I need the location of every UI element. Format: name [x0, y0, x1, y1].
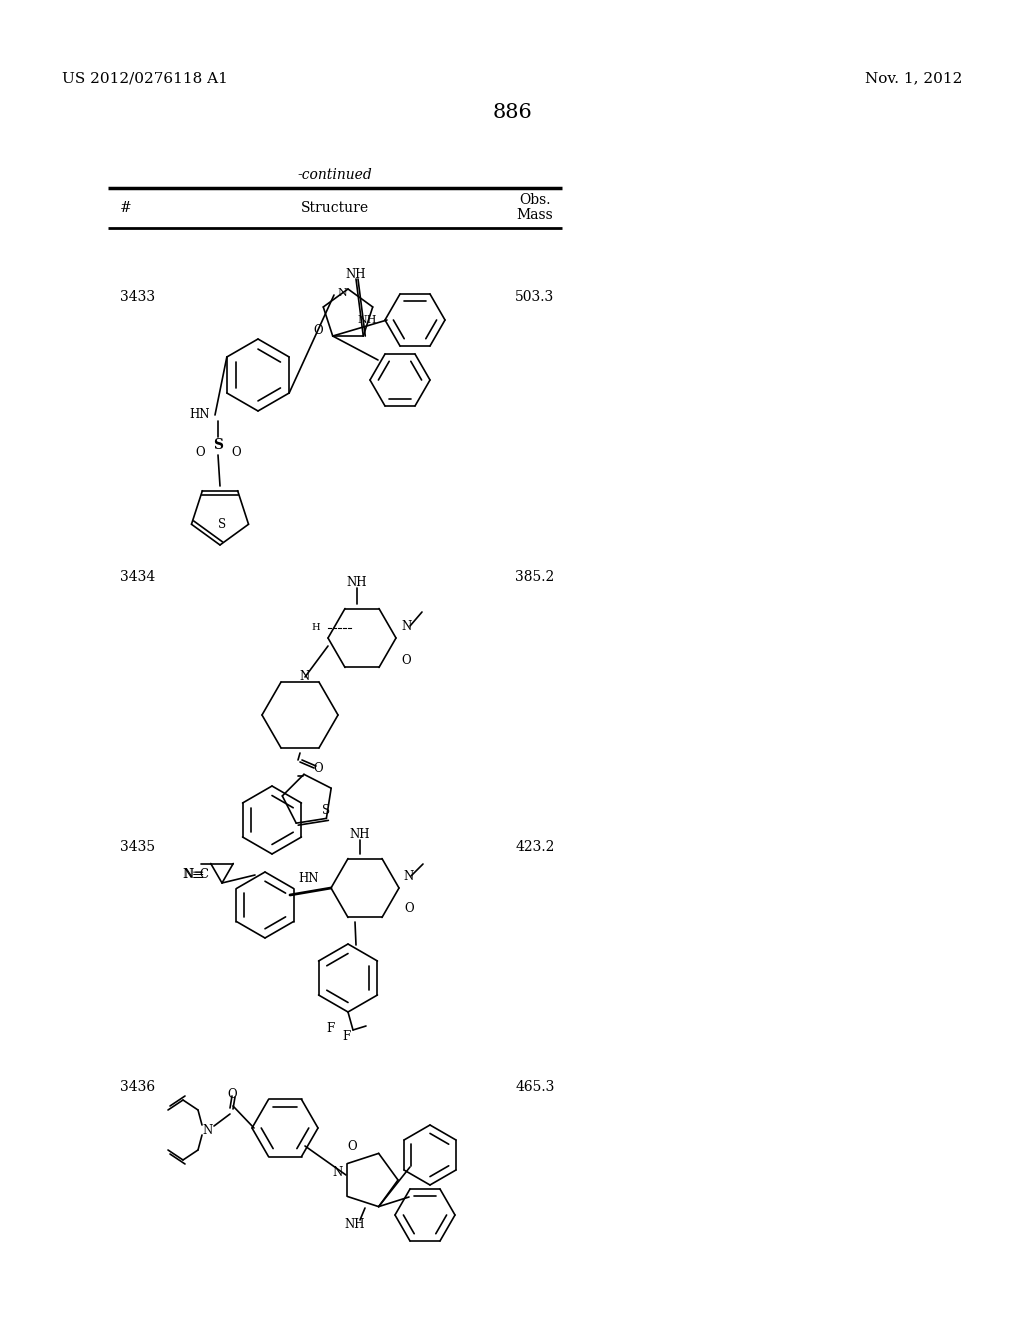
Text: O: O	[231, 446, 241, 459]
Text: N: N	[300, 671, 310, 684]
Text: 3434: 3434	[120, 570, 156, 583]
Text: 3433: 3433	[120, 290, 155, 304]
Text: 465.3: 465.3	[515, 1080, 555, 1094]
Text: O: O	[196, 446, 205, 459]
Text: 886: 886	[493, 103, 531, 121]
Text: 385.2: 385.2	[515, 570, 555, 583]
Text: HN: HN	[299, 871, 319, 884]
Text: S: S	[322, 804, 330, 817]
Text: 3436: 3436	[120, 1080, 155, 1094]
Text: HN: HN	[189, 408, 210, 421]
Text: F: F	[326, 1022, 334, 1035]
Text: O: O	[404, 902, 414, 915]
Text: -continued: -continued	[298, 168, 373, 182]
Text: O: O	[313, 325, 323, 338]
Text: 3435: 3435	[120, 840, 155, 854]
Text: ≡: ≡	[191, 869, 203, 882]
Text: S: S	[213, 438, 223, 451]
Text: O: O	[401, 653, 411, 667]
Text: 423.2: 423.2	[515, 840, 555, 854]
Text: Mass: Mass	[517, 209, 553, 222]
Text: N: N	[401, 619, 412, 632]
Text: S: S	[218, 519, 226, 532]
Text: N: N	[333, 1166, 343, 1179]
Text: N: N	[184, 869, 195, 882]
Text: N: N	[203, 1123, 213, 1137]
Text: N: N	[337, 288, 347, 298]
Text: Structure: Structure	[301, 201, 369, 215]
Text: #: #	[120, 201, 132, 215]
Text: H: H	[311, 623, 321, 632]
Text: NH: NH	[357, 315, 377, 325]
Text: O: O	[313, 762, 323, 775]
Text: NH: NH	[350, 828, 371, 841]
Text: O: O	[347, 1139, 356, 1152]
Text: O: O	[227, 1088, 237, 1101]
Text: US 2012/0276118 A1: US 2012/0276118 A1	[62, 71, 228, 84]
Text: NH: NH	[346, 268, 367, 281]
Text: 503.3: 503.3	[515, 290, 555, 304]
Text: ≡: ≡	[194, 869, 205, 882]
Text: N: N	[403, 870, 414, 883]
Text: NH: NH	[345, 1217, 366, 1230]
Text: Nov. 1, 2012: Nov. 1, 2012	[864, 71, 962, 84]
Text: F: F	[342, 1031, 350, 1044]
Text: C: C	[200, 869, 209, 882]
Text: N: N	[182, 869, 193, 882]
Text: NH: NH	[347, 576, 368, 589]
Text: Obs.: Obs.	[519, 193, 551, 207]
